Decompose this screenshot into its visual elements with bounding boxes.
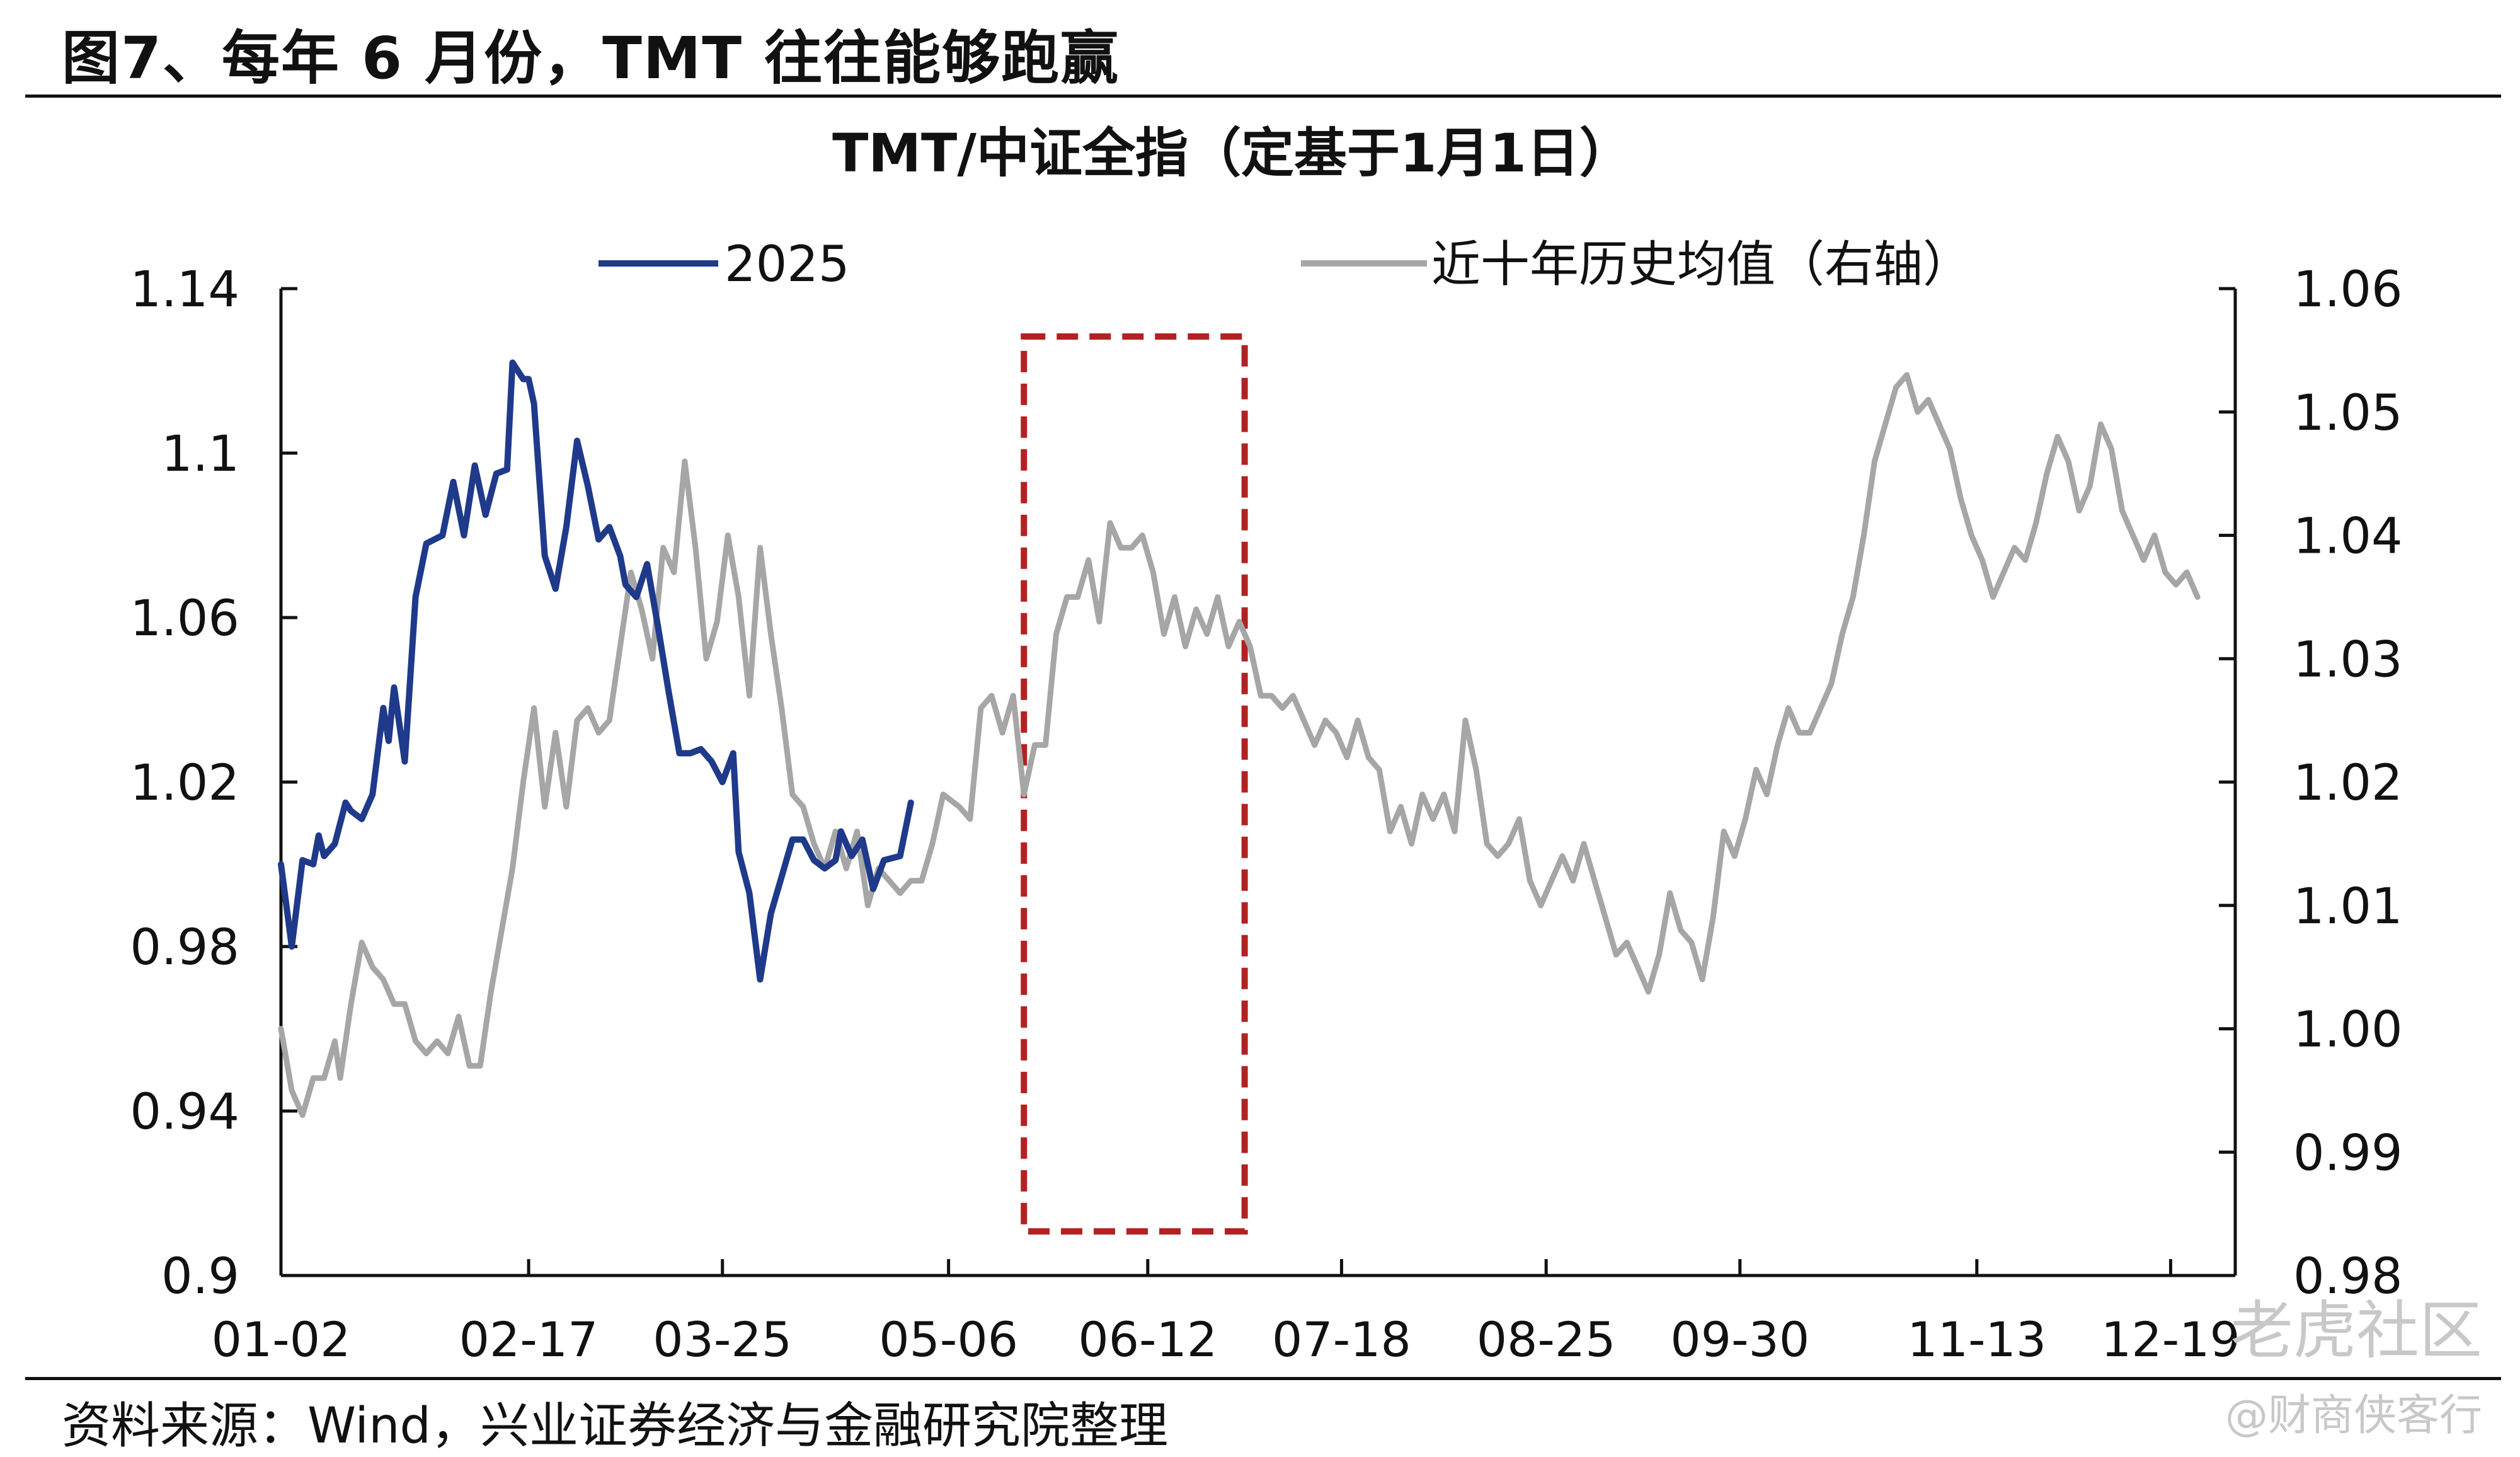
y-right-tick-label: 0.99 [2293, 1125, 2403, 1182]
highlight-box [1021, 333, 1248, 1235]
x-tick-label: 03-25 [653, 1311, 792, 1368]
x-tick-label: 12-19 [2101, 1311, 2240, 1368]
y-right-tick-label: 1.02 [2293, 755, 2403, 812]
y-right-tick-label: 1.03 [2293, 631, 2403, 688]
watermark-brand: 老虎社区 [2230, 1294, 2482, 1368]
y-right-tick-label: 0.98 [2293, 1248, 2403, 1305]
y-right-tick-label: 1.00 [2293, 1002, 2403, 1059]
y-left-tick-label: 1.06 [130, 590, 239, 647]
y-right-tick-label: 1.06 [2293, 262, 2403, 318]
bottom-rule [25, 1377, 2501, 1380]
x-tick-label: 11-13 [1907, 1311, 2046, 1368]
y-left-tick-label: 1.02 [130, 755, 239, 812]
x-tick-label: 08-25 [1477, 1311, 1616, 1368]
series-line-avg [278, 372, 2201, 1118]
x-tick-label: 02-17 [459, 1311, 598, 1368]
x-tick-label: 01-02 [212, 1311, 351, 1368]
top-rule [25, 95, 2501, 98]
y-left-tick-label: 0.98 [130, 919, 239, 976]
figure-title: 图7、每年 6 月份，TMT 往往能够跑赢 [62, 25, 1120, 92]
x-tick-label: 09-30 [1670, 1311, 1809, 1368]
legend-label-2025: 2025 [724, 236, 850, 293]
source-note: 资料来源：Wind，兴业证券经济与金融研究院整理 [62, 1398, 1169, 1454]
y-left-tick-label: 1.1 [161, 426, 239, 483]
y-right-tick-label: 1.05 [2293, 385, 2403, 442]
y-right-tick-label: 1.01 [2293, 878, 2403, 935]
y-left-tick-label: 0.9 [161, 1248, 239, 1305]
y-left-tick-label: 0.94 [130, 1084, 239, 1141]
series-line-2025 [278, 359, 914, 983]
x-tick-label: 06-12 [1078, 1311, 1217, 1368]
series-layer [278, 359, 2201, 1118]
axes: 01-02 02-17 03-25 05-06 06-12 07-18 08-25 09-30… [130, 262, 2402, 1368]
watermark-handle: @财商侠客行 [2225, 1391, 2482, 1441]
legend: 2025 近十年历史均值（右轴） [598, 236, 1972, 293]
chart-title: TMT/中证全指（定基于1月1日） [832, 122, 1632, 184]
y-left-tick-label: 1.14 [130, 262, 239, 318]
y-right-tick-label: 1.04 [2293, 509, 2403, 565]
legend-label-avg: 近十年历史均值（右轴） [1431, 236, 1972, 293]
x-tick-label: 07-18 [1272, 1311, 1411, 1368]
x-tick-label: 05-06 [879, 1311, 1018, 1368]
